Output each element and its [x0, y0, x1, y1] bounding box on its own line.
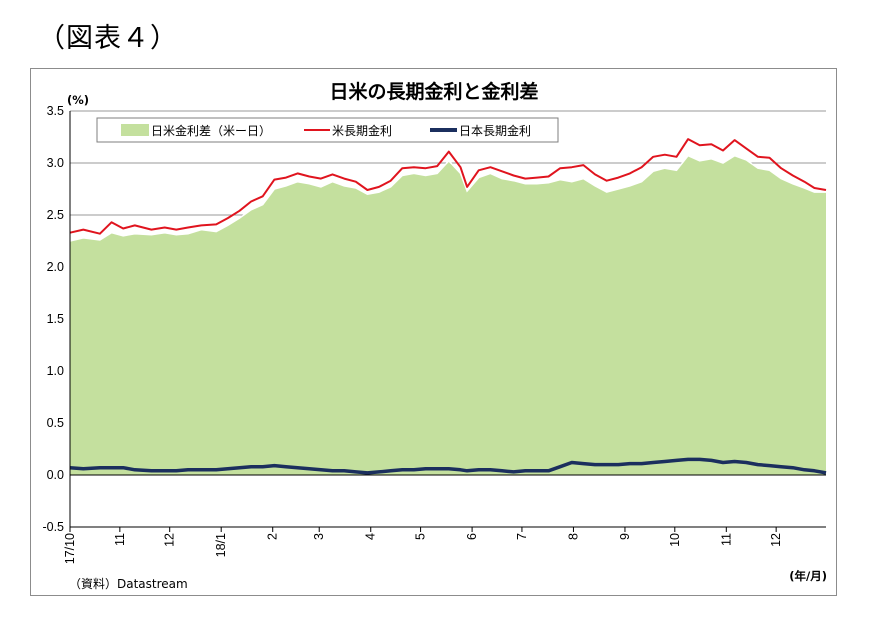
- spread-area: [70, 155, 826, 475]
- x-tick-label: 5: [414, 533, 428, 540]
- x-tick-label: 8: [566, 533, 580, 540]
- x-tick-label: 12: [769, 533, 783, 547]
- jp-yield-line: [69, 457, 827, 475]
- y-tick-label: 0.0: [47, 468, 64, 482]
- x-tick-label: 3: [312, 533, 326, 540]
- y-tick-label: 1.0: [47, 364, 64, 378]
- chart-title: 日米の長期金利と金利差: [329, 80, 538, 103]
- y-tick-label: 2.0: [47, 260, 64, 274]
- x-tick-label: 11: [113, 533, 127, 546]
- us-yield-line: [69, 138, 827, 235]
- y-tick-label: -0.5: [42, 520, 64, 534]
- y-tick-label: 3.0: [47, 156, 64, 170]
- legend-label-jp-yield: 日本長期金利: [459, 123, 531, 138]
- x-tick-label: 18/1: [214, 533, 228, 557]
- legend-swatch-spread: [121, 124, 149, 136]
- y-tick-label: 1.5: [47, 312, 64, 326]
- x-tick-label: 9: [618, 533, 632, 540]
- y-tick-label: 3.5: [47, 104, 64, 118]
- x-tick-label: 17/10: [63, 533, 77, 564]
- legend-label-spread: 日米金利差（米ー日）: [151, 123, 271, 138]
- y-tick-label: 2.5: [47, 208, 64, 222]
- source-note: （資料）Datastream: [69, 577, 188, 591]
- legend: 日米金利差（米ー日） 米長期金利 日本長期金利: [96, 117, 559, 143]
- y-tick-label: 0.5: [47, 416, 64, 430]
- figure-label: （図表４）: [38, 23, 178, 54]
- x-tick-labels: 17/10 11 12 18/1 2 3 4 5 6 7 8 9 10 11 12: [63, 533, 783, 564]
- x-tick-label: 7: [515, 533, 529, 540]
- y-tick-labels: 3.5 3.0 2.5 2.0 1.5 1.0 0.5 0.0 -0.5: [42, 104, 64, 534]
- plot-area: [69, 138, 827, 475]
- x-axis-unit-label: (年/月): [789, 569, 827, 583]
- x-tick-label: 12: [163, 533, 177, 547]
- x-tick-label: 2: [266, 533, 280, 540]
- y-axis-unit-label: (%): [67, 93, 89, 107]
- axes: [69, 111, 826, 532]
- spread-area-edge: [69, 154, 826, 242]
- x-tick-label: 11: [719, 533, 733, 546]
- x-tick-label: 6: [465, 533, 479, 540]
- x-tick-label: 10: [668, 533, 682, 547]
- x-tick-label: 4: [364, 533, 378, 540]
- legend-label-us-yield: 米長期金利: [332, 123, 392, 138]
